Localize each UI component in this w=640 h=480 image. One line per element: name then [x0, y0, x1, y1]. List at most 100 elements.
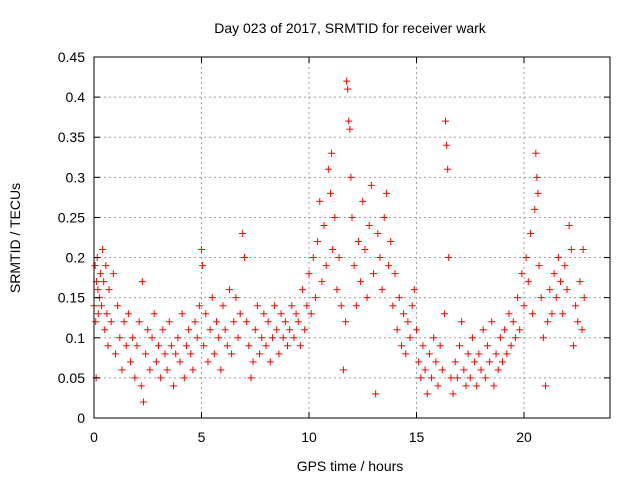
data-point	[365, 221, 373, 229]
data-point	[475, 350, 483, 358]
data-point	[122, 342, 130, 350]
data-point	[118, 366, 126, 374]
data-point	[511, 334, 519, 342]
data-point	[529, 310, 537, 318]
x-tick-label: 0	[90, 429, 98, 445]
data-point	[208, 294, 216, 302]
y-tick-label: 0.1	[66, 330, 86, 346]
data-point	[127, 358, 135, 366]
data-point	[337, 302, 345, 310]
data-point	[275, 350, 283, 358]
data-point	[552, 294, 560, 302]
data-point	[322, 262, 330, 270]
data-point	[370, 270, 377, 278]
data-point	[135, 318, 143, 326]
data-point	[559, 310, 567, 318]
data-point	[544, 318, 552, 326]
data-point	[288, 302, 296, 310]
data-point	[176, 358, 184, 366]
data-point	[468, 334, 476, 342]
data-point	[223, 342, 231, 350]
y-tick-label: 0.35	[58, 129, 85, 145]
data-point	[380, 213, 388, 221]
data-point	[292, 310, 300, 318]
data-point	[213, 318, 221, 326]
data-point	[561, 262, 569, 270]
data-point	[393, 326, 401, 334]
data-point	[94, 286, 102, 294]
data-point	[524, 278, 532, 286]
data-point	[477, 366, 485, 374]
data-point	[520, 302, 528, 310]
data-point	[189, 366, 197, 374]
data-point	[249, 358, 257, 366]
data-point	[514, 294, 522, 302]
data-point	[109, 270, 117, 278]
data-point	[107, 318, 115, 326]
data-point	[421, 366, 429, 374]
y-tick-label: 0.2	[66, 250, 86, 266]
data-point	[436, 342, 444, 350]
data-point	[408, 302, 416, 310]
data-point	[354, 238, 362, 246]
data-point	[425, 350, 433, 358]
data-point	[137, 382, 145, 390]
data-point	[99, 246, 107, 254]
data-point	[347, 173, 355, 181]
data-point	[238, 229, 246, 237]
y-tick-label: 0.25	[58, 209, 85, 225]
data-point	[451, 358, 459, 366]
data-point	[499, 358, 506, 366]
data-point	[496, 334, 504, 342]
x-tick-label: 5	[198, 429, 206, 445]
data-point	[428, 374, 436, 382]
y-tick-label: 0.15	[58, 290, 85, 306]
data-point	[104, 342, 112, 350]
data-point	[486, 358, 494, 366]
data-point	[526, 229, 534, 237]
data-point	[516, 326, 524, 334]
data-point	[331, 213, 339, 221]
data-point	[419, 342, 427, 350]
data-point	[567, 246, 575, 254]
data-point	[579, 246, 587, 254]
data-point	[447, 374, 455, 382]
data-point	[133, 342, 141, 350]
data-point	[195, 302, 203, 310]
data-point	[464, 350, 472, 358]
data-point	[376, 254, 384, 262]
y-tick-label: 0.05	[58, 370, 85, 386]
data-point	[277, 310, 285, 318]
data-point	[185, 326, 193, 334]
data-point	[546, 286, 554, 294]
data-point	[256, 350, 264, 358]
y-tick-label: 0.4	[66, 89, 86, 105]
data-point	[329, 246, 337, 254]
data-point	[328, 149, 336, 157]
data-point	[266, 358, 274, 366]
data-point	[120, 318, 128, 326]
data-point	[163, 366, 171, 374]
data-point	[522, 254, 530, 262]
data-points	[90, 77, 588, 406]
data-point	[182, 342, 190, 350]
data-point	[314, 238, 322, 246]
data-point	[159, 326, 167, 334]
data-point	[344, 85, 352, 93]
data-point	[138, 278, 146, 286]
data-point	[251, 326, 259, 334]
data-point	[367, 181, 375, 189]
data-point	[225, 286, 233, 294]
data-point	[103, 310, 111, 318]
data-point	[236, 310, 244, 318]
data-point	[210, 350, 218, 358]
data-point	[574, 318, 582, 326]
data-point	[139, 398, 147, 406]
data-point	[193, 334, 201, 342]
data-point	[578, 326, 586, 334]
data-point	[116, 334, 124, 342]
data-point	[378, 286, 386, 294]
data-point	[155, 342, 162, 350]
data-point	[350, 262, 358, 270]
data-point	[534, 189, 542, 197]
